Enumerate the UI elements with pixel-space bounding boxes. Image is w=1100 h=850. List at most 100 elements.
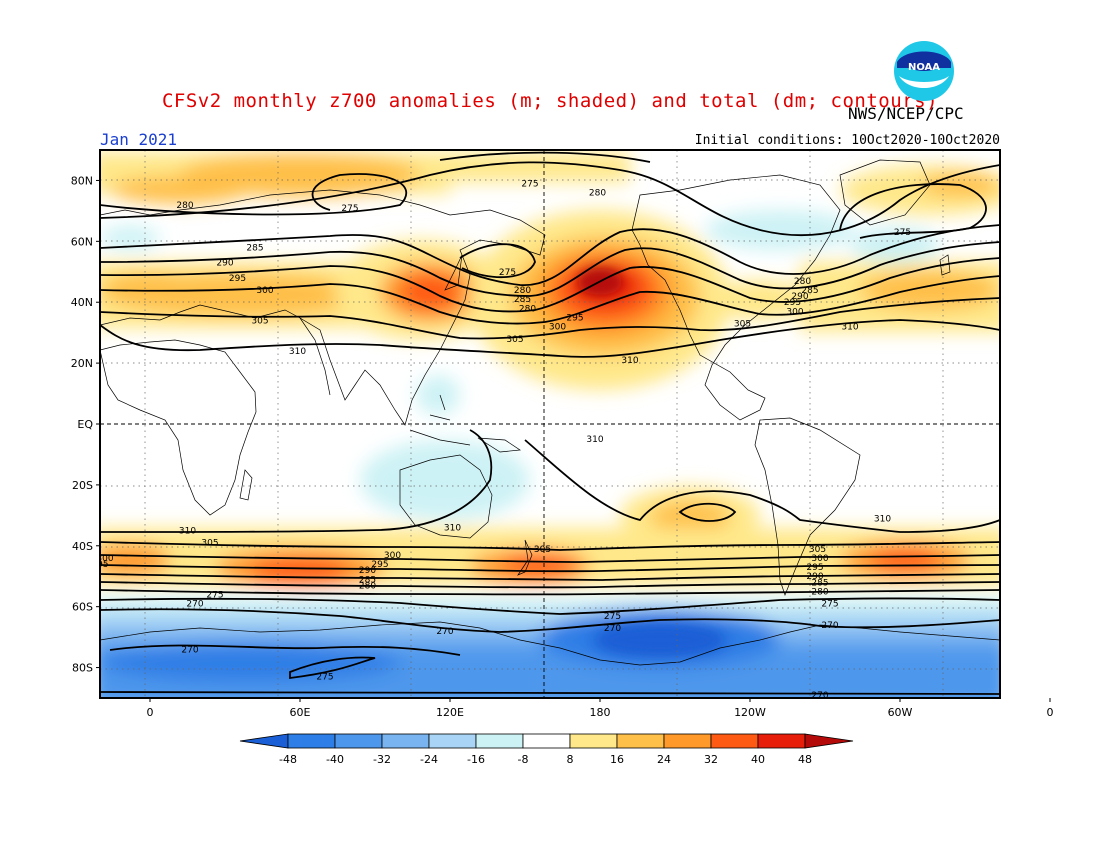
- contour-arctic-lobe: [839, 183, 987, 239]
- contour-label: 290: [216, 259, 233, 269]
- colorbar-bin: [616, 733, 665, 749]
- contour-label: 275: [894, 228, 911, 238]
- contour-300: [100, 275, 1000, 325]
- latitude-ticks: 80N 60N 40N 20N EQ 20S 40S 60S 80S: [71, 174, 100, 675]
- contour-310-indian: [100, 429, 493, 533]
- contour-label: 305: [251, 316, 268, 326]
- contour-label: 280: [794, 277, 811, 287]
- agency-label: NWS/NCEP/CPC: [848, 104, 964, 123]
- colorbar-bin: [757, 733, 806, 749]
- contour-295: [100, 257, 1000, 313]
- contour-label: 275: [499, 268, 516, 278]
- contour-label: 310: [586, 435, 603, 445]
- contour-label: 275: [316, 673, 333, 683]
- lat-tick-label: EQ: [77, 418, 93, 431]
- lat-tick-label: 60N: [71, 235, 93, 248]
- contour-label: 305: [201, 539, 218, 549]
- contour-label: 285: [514, 295, 531, 305]
- contour-label: 300: [811, 554, 828, 564]
- contour-label: 275: [341, 204, 358, 214]
- lat-tick-label: 40S: [72, 540, 93, 553]
- contour-295-south: [100, 564, 1000, 573]
- contour-label: 300: [384, 551, 401, 561]
- colorbar-bin: [334, 733, 383, 749]
- contour-label: 270: [181, 645, 198, 655]
- contour-300-south: [100, 554, 1000, 563]
- contour-label: 290: [806, 572, 823, 582]
- colorbar-level-label: 40: [751, 753, 765, 766]
- contour-label: 270: [604, 624, 621, 634]
- contour-label: 270: [811, 691, 828, 701]
- contour-label: 310: [289, 347, 306, 357]
- contour-label: 305: [734, 320, 751, 330]
- contour-label: 295: [371, 560, 388, 570]
- lon-tick-label: 120E: [436, 706, 464, 719]
- contour-label: 285: [811, 578, 828, 588]
- lon-tick-label: 0: [147, 706, 154, 719]
- colorbar-bin: [522, 733, 571, 749]
- colorbar-bin: [428, 733, 477, 749]
- colorbar-bin: [475, 733, 524, 749]
- contour-label: 280: [589, 189, 606, 199]
- lon-tick-label: 60W: [888, 706, 913, 719]
- colorbar-level-label: 8: [567, 753, 574, 766]
- longitude-ticks: 0 60E 120E 180 120W 60W 0: [147, 698, 1054, 719]
- colorbar: -48 -40 -32 -24 -16 -8 8 16 24 32 40 48: [239, 733, 854, 766]
- colorbar-bin: [381, 733, 430, 749]
- contour-label: 310: [444, 524, 461, 534]
- contour-labels: 2752802752802752852902953003053102752802…: [96, 179, 911, 701]
- contour-270-antarctic: [109, 644, 461, 656]
- contour-label: 280: [176, 201, 193, 211]
- lon-tick-label: 60E: [290, 706, 311, 719]
- contour-label: 270: [821, 621, 838, 631]
- contour-label: 270: [186, 600, 203, 610]
- contour-310-tropics: [524, 439, 1000, 533]
- contour-label: 275: [206, 590, 223, 600]
- contour-label: 275: [604, 612, 621, 622]
- height-contours: [100, 151, 1000, 696]
- contour-label: 295: [229, 274, 246, 284]
- lat-tick-label: 80S: [72, 662, 93, 675]
- contour-280-north: [100, 161, 1000, 237]
- contour-label: 280: [519, 304, 536, 314]
- colorbar-level-label: -40: [326, 753, 344, 766]
- colorbar-high-arrow: [804, 733, 854, 749]
- noaa-logo: NOAA: [894, 41, 954, 101]
- contour-285: [100, 224, 1000, 286]
- contour-305-south: [100, 541, 1000, 551]
- contour-label: 300: [96, 554, 113, 564]
- contour-label: 305: [506, 335, 523, 345]
- colorbar-level-label: -48: [279, 753, 297, 766]
- equator-dateline: [100, 150, 1000, 698]
- contour-label: 280: [514, 286, 531, 296]
- colorbar-level-label: -8: [518, 753, 529, 766]
- figure-title: CFSv2 monthly z700 anomalies (m; shaded)…: [161, 90, 939, 112]
- colorbar-low-arrow: [239, 733, 289, 749]
- contour-pacific-low: [459, 243, 536, 279]
- contour-275-south: [100, 597, 1000, 615]
- initial-conditions: Initial conditions: 10Oct2020-10Oct2020: [694, 133, 1000, 148]
- contour-label: 275: [821, 600, 838, 610]
- lat-tick-label: 80N: [71, 174, 93, 187]
- contour-label: 310: [874, 514, 891, 524]
- contour-label: 300: [256, 286, 273, 296]
- contour-label: 275: [521, 179, 538, 189]
- contour-s-loop: [678, 502, 737, 522]
- colorbar-level-label: 24: [657, 753, 671, 766]
- contour-label: 310: [841, 323, 858, 333]
- contour-290: [100, 241, 1000, 297]
- contour-275-polar-south: [289, 656, 376, 680]
- lat-tick-label: 20S: [72, 479, 93, 492]
- lat-tick-label: 40N: [71, 296, 93, 309]
- contour-285-south: [100, 581, 1000, 589]
- lon-tick-label: 0: [1047, 706, 1054, 719]
- colorbar-bin: [710, 733, 759, 749]
- contour-label: 295: [566, 313, 583, 323]
- colorbar-bin: [569, 733, 618, 749]
- colorbar-level-label: 48: [798, 753, 812, 766]
- contour-label: 280: [811, 587, 828, 597]
- contour-label: 285: [246, 243, 263, 253]
- contour-label: 300: [786, 307, 803, 317]
- contour-label: 305: [534, 545, 551, 555]
